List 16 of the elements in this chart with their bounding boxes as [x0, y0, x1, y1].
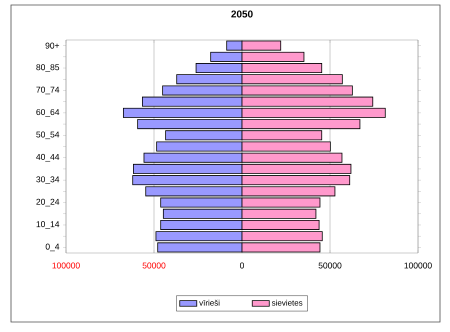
y-tick-label: 50_54 — [36, 132, 60, 140]
y-tick-label: 0_4 — [46, 244, 60, 252]
y-tick-label: 80_85 — [36, 64, 60, 72]
y-tick-label: 20_24 — [36, 198, 60, 206]
y-tick-label: 10_14 — [36, 221, 60, 229]
y-tick-label: 60_64 — [36, 109, 60, 117]
x-tick-label: 0 — [240, 262, 244, 268]
x-tick-label: 100000 — [404, 262, 432, 268]
y-tick-label: 70_74 — [36, 86, 60, 94]
x-tick-label: 100000 — [52, 262, 80, 268]
x-tick-label: 50000 — [142, 262, 166, 268]
y-tick-label: 90+ — [46, 42, 60, 49]
y-tick-label: 40_44 — [36, 154, 60, 162]
x-tick-label: 50000 — [318, 262, 342, 268]
chart-title: 2050 — [231, 10, 253, 18]
y-tick-label: 30_34 — [36, 176, 60, 184]
